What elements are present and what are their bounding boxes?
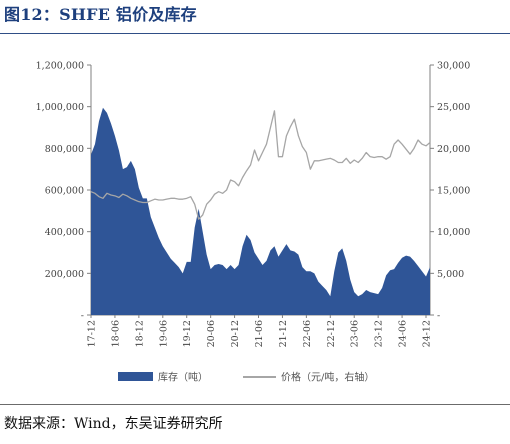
right-axis-tick-label: 10,000 — [437, 227, 470, 238]
price-line — [90, 110, 431, 220]
x-axis-tick-label: 19-06 — [158, 320, 169, 347]
title-divider — [0, 33, 510, 34]
left-axis-tick-label: 1,200,000 — [36, 61, 84, 72]
left-axis-tick-label: 1,000,000 — [36, 102, 84, 113]
x-axis-tick-label: 22-12 — [326, 320, 337, 347]
x-axis-tick-label: 24-12 — [422, 320, 433, 347]
x-axis-tick-label: 24-06 — [398, 320, 409, 347]
x-axis-tick-label: 20-12 — [230, 320, 241, 347]
source-note: 数据来源：Wind，东吴证券研究所 — [4, 416, 223, 432]
legend-inventory-swatch — [118, 372, 153, 381]
right-axis-tick-label: 20,000 — [437, 144, 470, 155]
x-axis-tick-label: 22-06 — [302, 320, 313, 347]
left-axis-tick-label: 600,000 — [45, 186, 84, 197]
x-axis-tick-label: 20-06 — [206, 320, 217, 347]
source-divider — [0, 404, 510, 405]
x-axis-tick-label: 23-06 — [350, 320, 361, 347]
right-axis-tick-label: 30,000 — [437, 61, 470, 72]
inventory-area — [91, 107, 430, 316]
price-line-layer — [90, 110, 431, 220]
left-axis-tick-label: - — [81, 311, 84, 322]
left-axis-tick-label: 800,000 — [45, 144, 84, 155]
right-axis-tick-label: 25,000 — [437, 102, 470, 113]
x-axis-tick-label: 19-12 — [182, 320, 193, 347]
right-axis-tick-label: 5,000 — [437, 269, 464, 280]
x-axis-tick-label: 21-06 — [254, 320, 265, 347]
x-axis-tick-label: 18-12 — [134, 320, 145, 347]
left-axis-tick-label: 400,000 — [45, 227, 84, 238]
legend-price-label: 价格（元/吨，右轴） — [281, 371, 374, 384]
x-axis-tick-label: 21-12 — [278, 320, 289, 347]
x-axis-tick-label: 17-12 — [87, 320, 98, 347]
left-axis-tick-label: 200,000 — [45, 269, 84, 280]
x-axis-tick-label: 23-12 — [374, 320, 385, 347]
right-axis-tick-label: - — [437, 311, 440, 322]
x-axis-tick-label: 18-06 — [110, 320, 121, 347]
legend-inventory-label: 库存（吨） — [158, 371, 208, 384]
legend: 库存（吨） 价格（元/吨，右轴） — [118, 371, 374, 384]
figure-title: 图12：SHFE 铝价及库存 — [4, 5, 197, 24]
right-axis-tick-label: 15,000 — [437, 186, 470, 197]
inventory-area-layer — [91, 107, 430, 316]
tick-labels: - 200,000 400,000 600,000 800,000 1,000,000 1,… — [36, 61, 471, 348]
